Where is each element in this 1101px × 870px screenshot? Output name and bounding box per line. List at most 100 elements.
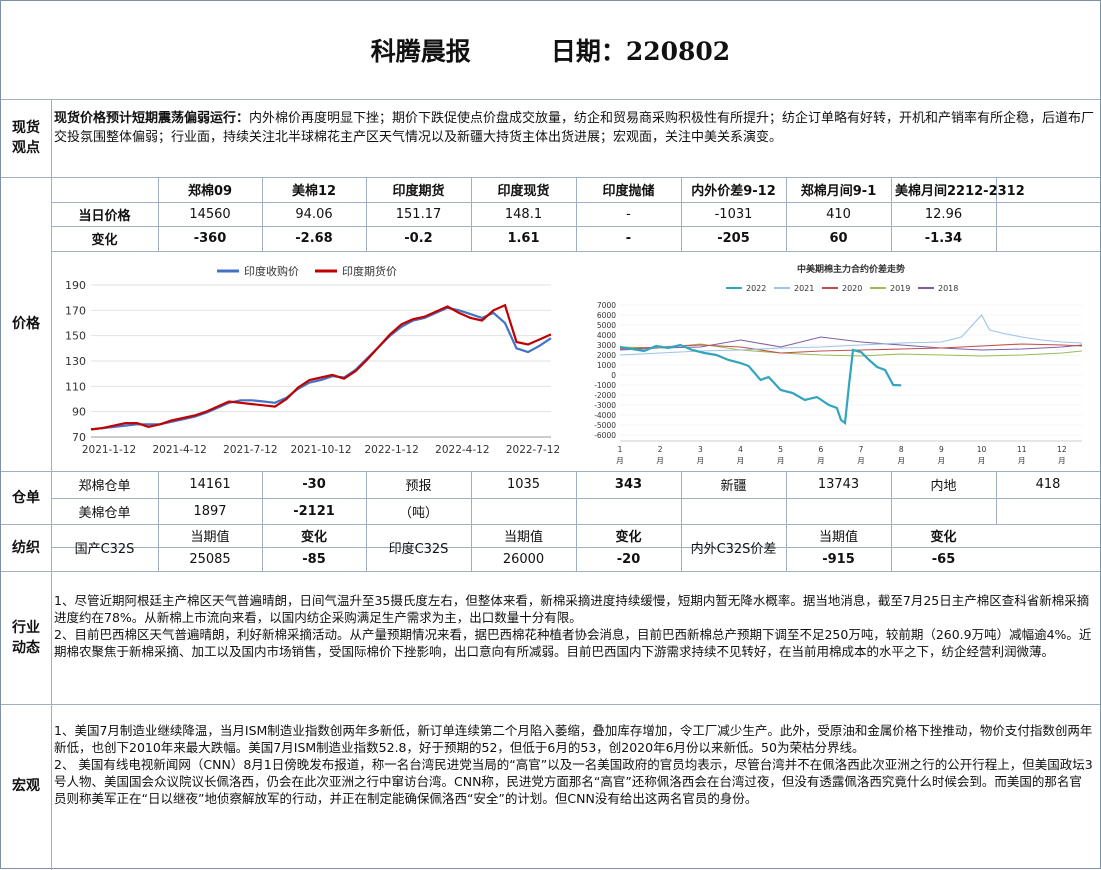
wh-r1-6: 新疆 xyxy=(720,479,747,494)
section-label-macro: 宏观 xyxy=(12,778,40,794)
c2-x-tick-num-7: 8 xyxy=(899,445,904,454)
spin-india-label: 印度C32S xyxy=(388,542,449,557)
c1-x-tick-label-0: 2021-1-12 xyxy=(82,444,136,456)
spot-view-headline: 现货价格预计短期震荡偏弱运行： xyxy=(54,111,250,126)
c2-y-tick-label-3: 4000 xyxy=(597,331,616,340)
price-header-0: 郑棉09 xyxy=(187,184,233,199)
c2-x-tick-num-5: 6 xyxy=(818,445,823,454)
price-today-6: 410 xyxy=(826,206,851,222)
spin-spread-h-change: 变化 xyxy=(930,530,957,545)
spin-india-h-value: 当期值 xyxy=(503,530,543,545)
price-row-change-label: 变化 xyxy=(91,233,118,248)
c2-x-tick-label-2: 月 xyxy=(697,456,705,465)
spot-view-text: 现货价格预计短期震荡偏弱运行：内外棉价再度明显下挫；期价下跌促使点价盘成交放量，… xyxy=(54,110,1096,147)
c1-series-line-0 xyxy=(90,306,552,431)
section-label-spot: 现货 观点 xyxy=(12,120,40,156)
c2-x-tick-num-0: 1 xyxy=(618,445,623,454)
wh-r1-1: 14161 xyxy=(189,477,231,492)
c2-x-tick-label-10: 月 xyxy=(1018,456,1026,465)
spin-india-change: -20 xyxy=(616,551,641,567)
c2-x-tick-num-2: 3 xyxy=(698,445,703,454)
c2-y-tick-label-4: 3000 xyxy=(597,341,616,350)
price-today-2: 151.17 xyxy=(395,206,442,222)
c2-legend-label-3: 2019 xyxy=(890,284,910,293)
c2-x-tick-label-5: 月 xyxy=(817,456,825,465)
price-header-7: 美棉月间2212-2312 xyxy=(895,184,1025,199)
c1-y-tick-label-5: 170 xyxy=(65,304,86,317)
price-header-4: 印度抛储 xyxy=(602,184,655,199)
spin-spread-h-value: 当期值 xyxy=(818,530,858,545)
c1-series-line-1 xyxy=(90,303,552,431)
industry-text: 1、尽管近期阿根廷主产棉区天气普遍晴朗，日间气温升至35摄氏度左右，但整体来看，… xyxy=(54,592,1094,660)
c2-x-tick-label-1: 月 xyxy=(656,456,664,465)
c1-y-tick-label-6: 190 xyxy=(65,279,86,292)
spin-spread-change: -65 xyxy=(931,551,956,567)
c2-x-tick-num-1: 2 xyxy=(658,445,663,454)
wh-r1-2: -30 xyxy=(302,477,326,492)
wh-r2-2: -2121 xyxy=(293,503,335,519)
price-change-5: -205 xyxy=(717,231,750,246)
price-row-today-label: 当日价格 xyxy=(78,208,131,224)
price-today-1: 94.06 xyxy=(295,206,333,222)
c2-y-tick-label-0: 7000 xyxy=(597,301,616,310)
report-header: 科腾晨报 日期：220802 xyxy=(1,1,1100,99)
industry-paragraph-1: 1、尽管近期阿根廷主产棉区天气普遍晴朗，日间气温升至35摄氏度左右，但整体来看，… xyxy=(54,593,1090,625)
c1-x-tick-label-3: 2021-10-12 xyxy=(290,444,351,456)
section-label-industry: 行业 动态 xyxy=(12,619,40,656)
c2-x-tick-label-8: 月 xyxy=(938,456,946,465)
c2-x-tick-label-9: 月 xyxy=(978,456,986,465)
c2-series-line-0 xyxy=(619,343,902,426)
wh-r1-5: 343 xyxy=(614,477,643,492)
industry-paragraph-2: 2、目前巴西棉区天气普遍晴朗，利好新棉采摘活动。从产量预期情况来看，据巴西棉花种… xyxy=(54,627,1092,659)
section-label-price: 价格 xyxy=(12,316,40,332)
c2-x-tick-label-7: 月 xyxy=(897,456,905,465)
c2-series-line-3 xyxy=(619,343,1083,357)
spin-spread-value: -915 xyxy=(822,551,855,567)
wh-r2-3: （吨） xyxy=(398,505,438,521)
c2-legend-label-4: 2018 xyxy=(938,284,958,293)
price-change-0: -360 xyxy=(193,231,227,246)
c2-x-tick-label-6: 月 xyxy=(857,456,865,465)
c2-y-tick-label-11: -4000 xyxy=(594,411,616,420)
price-header-2: 印度期货 xyxy=(392,184,445,199)
c2-y-tick-label-2: 5000 xyxy=(597,321,616,330)
macro-text: 1、美国7月制造业继续降温，当月ISM制造业指数创两年多新低，新订单连续第二个月… xyxy=(54,722,1094,807)
c2-y-tick-label-1: 6000 xyxy=(597,311,616,320)
price-header-6: 郑棉月间9-1 xyxy=(800,184,877,199)
wh-r1-7: 13743 xyxy=(817,477,860,492)
c2-x-tick-label-11: 月 xyxy=(1058,456,1066,465)
wh-r1-9: 418 xyxy=(1035,477,1061,492)
c2-y-tick-label-5: 2000 xyxy=(597,351,616,360)
spot-view-body: 内外棉价再度明显下挫；期价下跌促使点价盘成交放量，纺企和贸易商采购积极性有所提升… xyxy=(54,111,1095,145)
c1-legend-label-1: 印度期货价 xyxy=(342,264,397,278)
c2-x-tick-num-4: 5 xyxy=(778,445,783,454)
c2-y-tick-label-8: -1000 xyxy=(594,381,616,390)
c2-series-line-2 xyxy=(619,343,1083,354)
c1-x-tick-label-1: 2021-4-12 xyxy=(152,444,206,456)
c1-y-tick-label-0: 70 xyxy=(72,431,86,444)
c2-legend-label-1: 2021 xyxy=(794,284,814,293)
c2-y-tick-label-13: -6000 xyxy=(594,431,616,440)
c2-x-tick-num-3: 4 xyxy=(738,445,743,454)
c1-y-tick-label-3: 130 xyxy=(65,355,86,368)
c2-title: 中美期棉主力合约价差走势 xyxy=(797,263,905,275)
c1-legend-label-0: 印度收购价 xyxy=(244,264,299,278)
c2-x-tick-num-6: 7 xyxy=(859,445,864,454)
c2-y-tick-label-9: -2000 xyxy=(594,391,616,400)
c2-x-tick-label-4: 月 xyxy=(777,456,785,465)
c1-x-tick-label-6: 2022-7-12 xyxy=(506,444,560,456)
c2-legend-label-2: 2020 xyxy=(842,284,862,293)
c1-y-tick-label-4: 150 xyxy=(65,330,86,343)
c1-x-tick-label-2: 2021-7-12 xyxy=(223,444,277,456)
wh-r2-0: 美棉仓单 xyxy=(78,505,131,521)
spin-india-value: 26000 xyxy=(502,551,545,567)
c2-x-tick-num-9: 10 xyxy=(977,445,987,454)
price-change-2: -0.2 xyxy=(404,231,433,246)
price-change-6: 60 xyxy=(829,231,848,246)
c2-x-tick-label-0: 月 xyxy=(616,456,624,465)
report-date: 日期：220802 xyxy=(550,37,731,66)
spin-domestic-h-value: 当期值 xyxy=(190,530,230,545)
c1-x-tick-label-5: 2022-4-12 xyxy=(435,444,489,456)
